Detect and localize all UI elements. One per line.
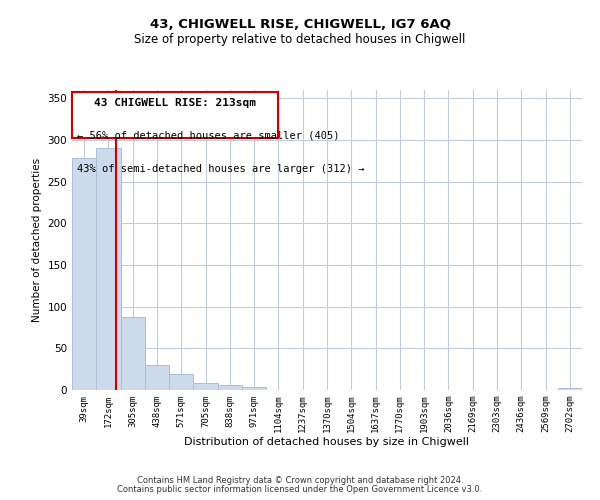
Y-axis label: Number of detached properties: Number of detached properties xyxy=(32,158,42,322)
Text: 43, CHIGWELL RISE, CHIGWELL, IG7 6AQ: 43, CHIGWELL RISE, CHIGWELL, IG7 6AQ xyxy=(149,18,451,30)
Bar xyxy=(145,365,169,390)
Bar xyxy=(169,374,193,390)
Text: ← 56% of detached houses are smaller (405): ← 56% of detached houses are smaller (40… xyxy=(77,130,340,140)
Bar xyxy=(218,385,242,390)
Text: Contains HM Land Registry data © Crown copyright and database right 2024.: Contains HM Land Registry data © Crown c… xyxy=(137,476,463,485)
Bar xyxy=(121,316,145,390)
Bar xyxy=(242,386,266,390)
Text: 43% of semi-detached houses are larger (312) →: 43% of semi-detached houses are larger (… xyxy=(77,164,365,173)
Bar xyxy=(558,388,582,390)
Bar xyxy=(96,148,121,390)
Text: 43 CHIGWELL RISE: 213sqm: 43 CHIGWELL RISE: 213sqm xyxy=(94,98,256,108)
Text: Size of property relative to detached houses in Chigwell: Size of property relative to detached ho… xyxy=(134,32,466,46)
FancyBboxPatch shape xyxy=(72,92,278,138)
Text: Contains public sector information licensed under the Open Government Licence v3: Contains public sector information licen… xyxy=(118,485,482,494)
X-axis label: Distribution of detached houses by size in Chigwell: Distribution of detached houses by size … xyxy=(185,436,470,446)
Bar xyxy=(72,158,96,390)
Bar xyxy=(193,384,218,390)
